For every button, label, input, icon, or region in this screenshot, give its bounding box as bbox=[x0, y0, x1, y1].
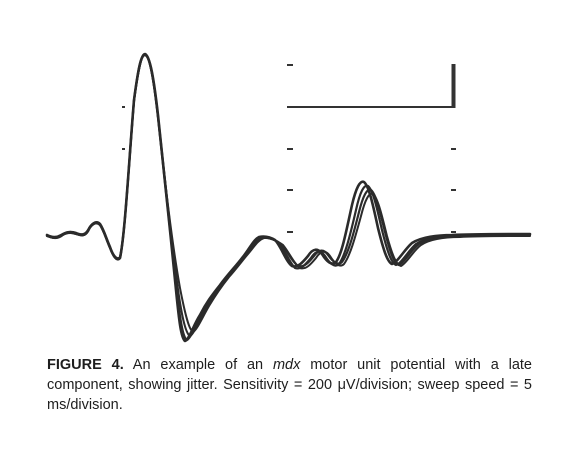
trace-2 bbox=[47, 55, 530, 340]
superimposed-traces bbox=[47, 54, 530, 341]
trace-3 bbox=[47, 54, 530, 336]
division-ticks bbox=[122, 65, 456, 232]
figure-caption: FIGURE 4. An example of an mdx motor uni… bbox=[47, 355, 532, 415]
trace-1 bbox=[47, 54, 530, 341]
caption-text-before-italic: An example of an bbox=[124, 357, 273, 373]
caption-italic-term: mdx bbox=[273, 357, 300, 373]
motor-unit-potential-figure bbox=[0, 0, 573, 350]
figure-label: FIGURE 4. bbox=[47, 357, 124, 373]
trace-4 bbox=[47, 55, 530, 332]
calibration-scale-bar bbox=[287, 64, 455, 108]
